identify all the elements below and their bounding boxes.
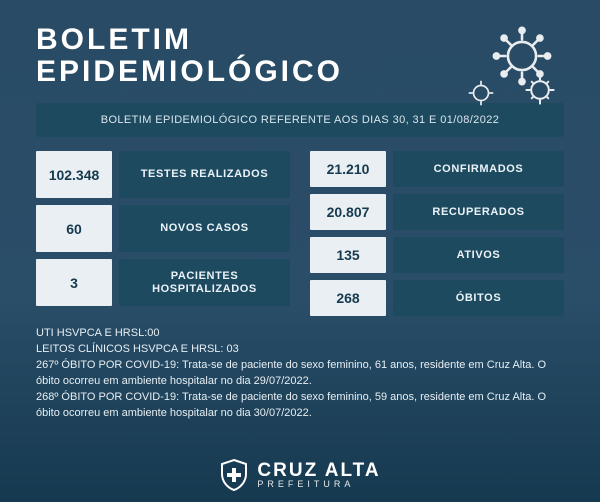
notes-block: UTI HSVPCA E HRSL:00 LEITOS CLÍNICOS HSV… <box>36 326 564 422</box>
stat-label: PACIENTES HOSPITALIZADOS <box>119 259 290 306</box>
stat-label: TESTES REALIZADOS <box>119 151 290 198</box>
stat-value: 21.210 <box>310 151 386 187</box>
stat-row: 20.807 RECUPERADOS <box>310 194 564 230</box>
stat-value: 3 <box>36 259 112 306</box>
stat-row: 60 NOVOS CASOS <box>36 205 290 252</box>
stat-value: 20.807 <box>310 194 386 230</box>
stat-value: 60 <box>36 205 112 252</box>
city-crest: CRUZ ALTA PREFEITURA <box>219 458 380 492</box>
stat-label: ÓBITOS <box>393 280 564 316</box>
stats-col-left: 102.348 TESTES REALIZADOS 60 NOVOS CASOS… <box>36 151 290 316</box>
virus-icon-group <box>450 22 570 118</box>
bulletin-card: BOLETIM EPIDEMIOLÓGICO BOLETIM EPIDEMIOL… <box>0 0 600 502</box>
stat-row: 268 ÓBITOS <box>310 280 564 316</box>
stat-row: 21.210 CONFIRMADOS <box>310 151 564 187</box>
stats-grid: 102.348 TESTES REALIZADOS 60 NOVOS CASOS… <box>36 151 564 316</box>
crest-icon <box>219 458 249 492</box>
stat-value: 102.348 <box>36 151 112 198</box>
stat-value: 135 <box>310 237 386 273</box>
note-line: 268º ÓBITO POR COVID-19: Trata-se de pac… <box>36 390 564 422</box>
stat-value: 268 <box>310 280 386 316</box>
stat-label: ATIVOS <box>393 237 564 273</box>
note-line: LEITOS CLÍNICOS HSVPCA E HRSL: 03 <box>36 342 564 358</box>
footer: CRUZ ALTA PREFEITURA <box>0 458 600 492</box>
virus-icon <box>520 70 560 110</box>
note-line: UTI HSVPCA E HRSL:00 <box>36 326 564 342</box>
stat-row: 102.348 TESTES REALIZADOS <box>36 151 290 198</box>
stat-label: NOVOS CASOS <box>119 205 290 252</box>
note-line: 267º ÓBITO POR COVID-19: Trata-se de pac… <box>36 358 564 390</box>
crest-city: CRUZ ALTA <box>257 461 380 480</box>
stats-col-right: 21.210 CONFIRMADOS 20.807 RECUPERADOS 13… <box>310 151 564 316</box>
virus-icon <box>464 76 498 110</box>
stat-row: 135 ATIVOS <box>310 237 564 273</box>
crest-sub: PREFEITURA <box>257 480 380 489</box>
crest-text: CRUZ ALTA PREFEITURA <box>257 461 380 489</box>
stat-row: 3 PACIENTES HOSPITALIZADOS <box>36 259 290 306</box>
stat-label: RECUPERADOS <box>393 194 564 230</box>
stat-label: CONFIRMADOS <box>393 151 564 187</box>
